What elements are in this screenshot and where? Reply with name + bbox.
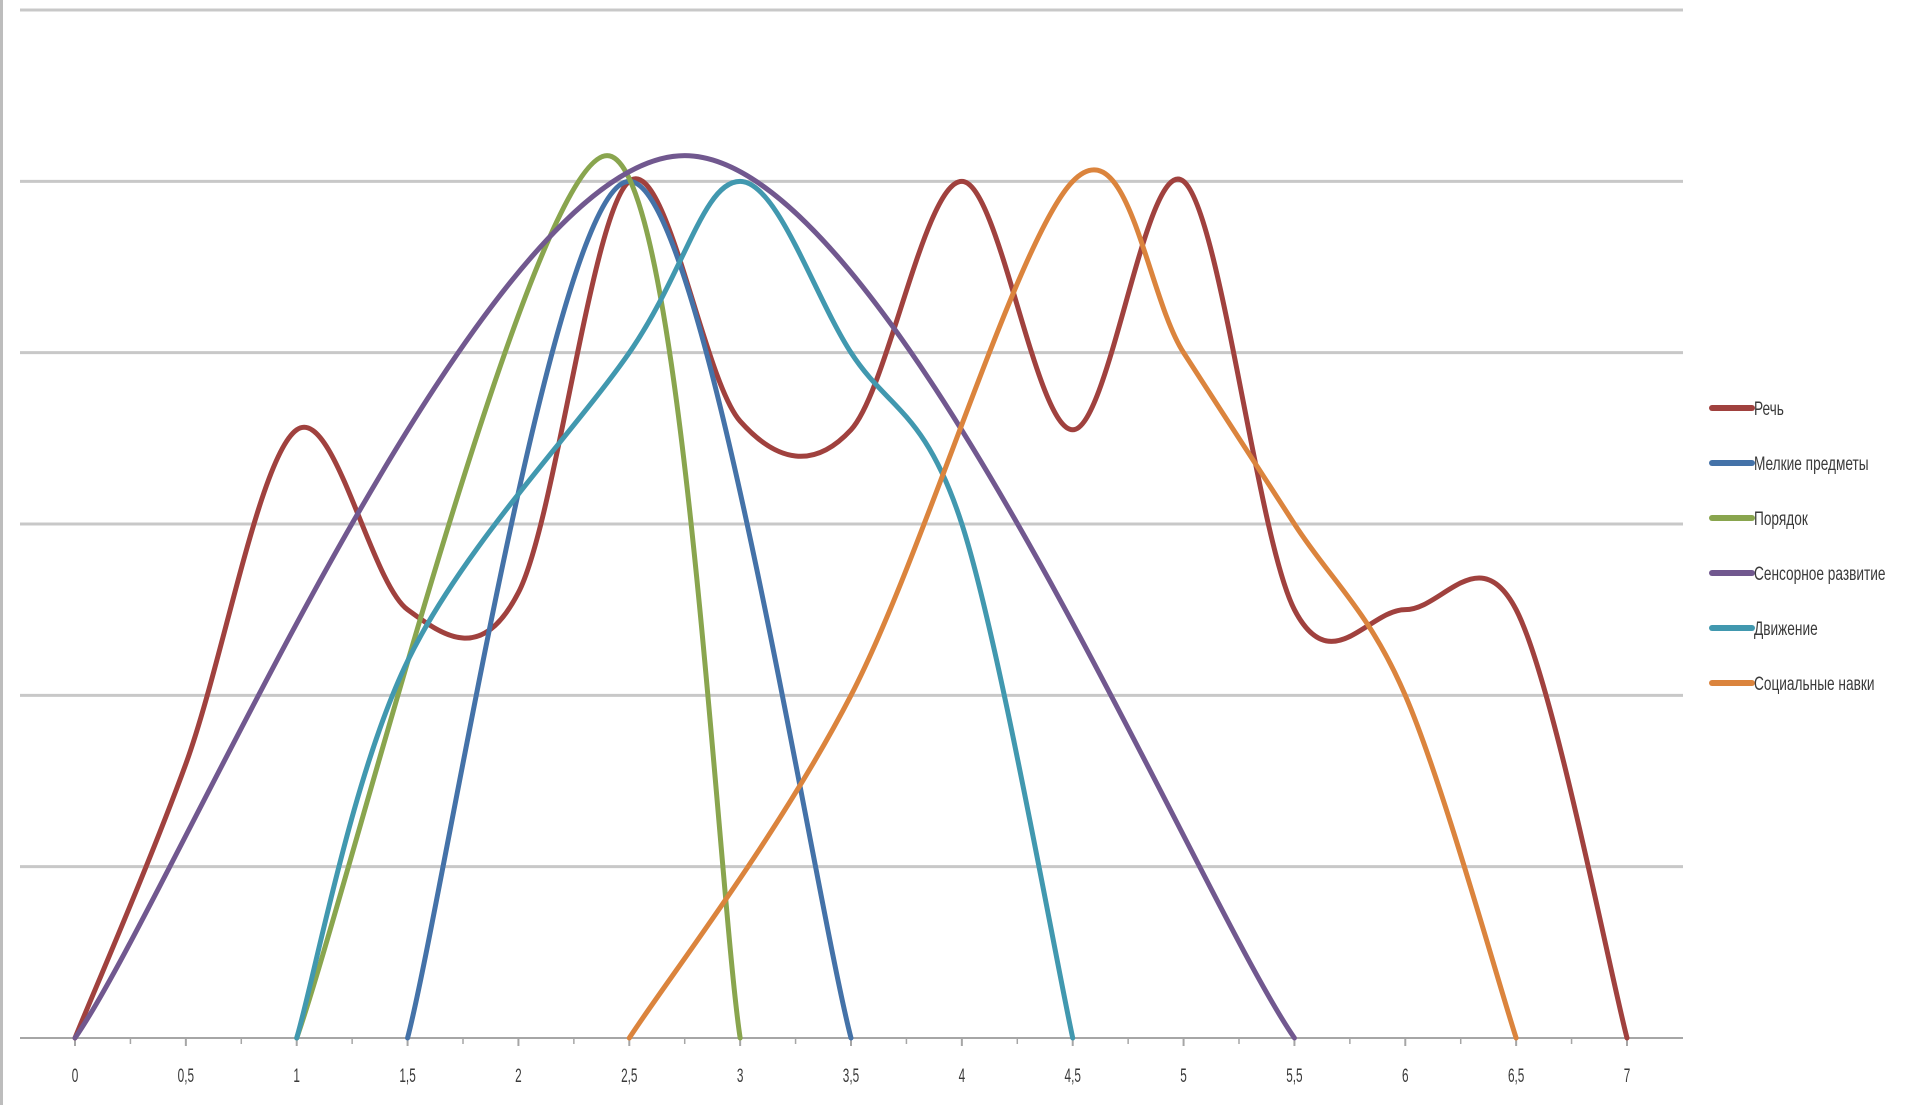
x-tick-label: 5 (1180, 1066, 1187, 1086)
x-tick-label: 4 (959, 1066, 966, 1086)
x-tick-label: 5,5 (1286, 1066, 1303, 1086)
series-line (294, 178, 1076, 1041)
x-axis: 0 0,5 1 1,5 2 2,5 3 3,5 4 4,5 5 5,5 6 6,5 7 (20, 1037, 1683, 1087)
series-lines (72, 153, 1630, 1041)
x-tick-label: 4,5 (1065, 1066, 1082, 1086)
x-tick-label: 1 (293, 1066, 300, 1086)
legend: Речь Мелкие предметы Порядок Сенсорное разв… (1709, 398, 1886, 695)
x-tick-label: 3 (737, 1066, 744, 1086)
chart-frame-left-edge (0, 0, 3, 1105)
legend-label: Социальные навки (1754, 673, 1874, 695)
series-line (294, 153, 743, 1041)
series-line (405, 178, 854, 1041)
x-tick-label: 6 (1402, 1066, 1409, 1086)
legend-label: Порядок (1754, 508, 1808, 530)
x-tick-label: 6,5 (1508, 1066, 1525, 1086)
series-line (72, 176, 1630, 1041)
x-tick-label: 2 (515, 1066, 522, 1086)
series-line (72, 153, 1297, 1041)
gridlines (20, 8, 1683, 869)
series-line (626, 167, 1519, 1041)
legend-label: Мелкие предметы (1754, 453, 1869, 475)
x-tick-label: 2,5 (621, 1066, 638, 1086)
legend-label: Движение (1754, 618, 1818, 640)
x-tick-label: 0,5 (178, 1066, 195, 1086)
legend-label: Речь (1754, 398, 1784, 420)
x-tick-label: 7 (1624, 1066, 1631, 1086)
x-tick-label: 1,5 (399, 1066, 416, 1086)
x-tick-label: 3,5 (843, 1066, 860, 1086)
x-tick-label: 0 (72, 1066, 79, 1086)
legend-label: Сенсорное развитие (1754, 563, 1886, 585)
